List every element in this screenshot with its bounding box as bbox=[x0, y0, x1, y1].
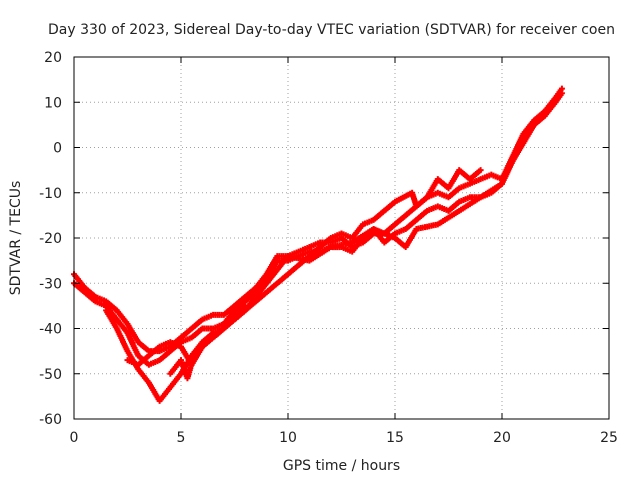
series-segment bbox=[136, 353, 151, 367]
x-axis-ticks: 0 5 10 15 20 25 bbox=[70, 57, 618, 446]
y-axis-label: SDTVAR / TECUs bbox=[8, 181, 24, 296]
series-track-5 bbox=[167, 302, 249, 382]
series-segment bbox=[543, 100, 558, 118]
series-segment bbox=[468, 168, 483, 181]
y-tick-label: 20 bbox=[44, 50, 62, 66]
series-segment bbox=[372, 226, 397, 241]
series-segment bbox=[114, 327, 130, 353]
series-segment bbox=[415, 221, 439, 232]
series-segment bbox=[168, 372, 183, 389]
series-segment bbox=[361, 231, 376, 245]
series-segment bbox=[158, 349, 172, 362]
series-segment bbox=[447, 186, 461, 199]
data-point bbox=[499, 180, 505, 187]
x-tick-label: 25 bbox=[600, 430, 618, 446]
series-segment bbox=[72, 272, 87, 290]
y-axis-ticks: -60 -50 -40 -30 -20 -10 0 10 20 bbox=[39, 50, 609, 428]
series-segment bbox=[393, 213, 408, 227]
series-segment bbox=[233, 304, 247, 317]
series-segment bbox=[125, 331, 141, 357]
x-axis-label: GPS time / hours bbox=[283, 458, 400, 474]
series-track-1 bbox=[71, 85, 565, 355]
chart-title: Day 330 of 2023, Sidereal Day-to-day VTE… bbox=[48, 22, 615, 38]
series-segment bbox=[414, 209, 429, 222]
series-segment bbox=[125, 322, 141, 344]
x-tick-label: 20 bbox=[493, 430, 511, 446]
series-segment bbox=[243, 286, 258, 299]
series-segment bbox=[403, 227, 419, 249]
series-segment bbox=[521, 123, 536, 145]
series-segment bbox=[136, 340, 151, 353]
y-tick-label: -10 bbox=[39, 186, 62, 202]
series-track-2 bbox=[71, 90, 565, 368]
y-tick-label: -30 bbox=[39, 276, 62, 292]
series-segment bbox=[83, 286, 97, 299]
series-segment bbox=[436, 209, 461, 227]
series-segment bbox=[404, 204, 418, 218]
series-segment bbox=[308, 245, 332, 263]
y-tick-label: 0 bbox=[53, 141, 62, 157]
series-segment bbox=[479, 181, 504, 200]
series-segment bbox=[404, 218, 418, 231]
series-segment bbox=[447, 200, 461, 213]
series-segment bbox=[222, 304, 236, 317]
data-point bbox=[242, 302, 249, 309]
series-segment bbox=[147, 344, 162, 358]
series-segment bbox=[532, 109, 547, 123]
series-segment bbox=[136, 367, 151, 385]
series-segment bbox=[192, 345, 204, 358]
series-segment bbox=[200, 331, 215, 344]
series-segment bbox=[190, 326, 204, 340]
series-segment bbox=[115, 318, 130, 335]
data-point bbox=[477, 167, 484, 174]
data-point bbox=[558, 90, 565, 97]
series-segment bbox=[104, 304, 119, 321]
series-segment bbox=[179, 326, 194, 340]
x-tick-label: 15 bbox=[386, 430, 404, 446]
series-segment bbox=[521, 119, 536, 136]
series-segment bbox=[264, 259, 280, 280]
series-segment bbox=[190, 317, 204, 331]
x-tick-label: 10 bbox=[279, 430, 297, 446]
series-segment bbox=[233, 299, 247, 313]
y-tick-label: -60 bbox=[39, 412, 62, 428]
series-segment bbox=[222, 313, 237, 330]
series-segment bbox=[351, 227, 375, 245]
series-segment bbox=[185, 354, 197, 380]
y-tick-label: -20 bbox=[39, 231, 62, 247]
series-segment bbox=[104, 299, 119, 313]
x-tick-label: 0 bbox=[70, 430, 79, 446]
series-segment bbox=[233, 295, 247, 308]
y-tick-label: 10 bbox=[44, 95, 62, 111]
series-segment bbox=[211, 326, 226, 340]
series-segment bbox=[200, 335, 215, 349]
series-segment bbox=[264, 254, 290, 285]
series-segment bbox=[104, 309, 119, 330]
series-segment bbox=[510, 141, 526, 163]
series-segment bbox=[414, 195, 429, 208]
x-tick-label: 5 bbox=[177, 430, 186, 446]
y-tick-label: -40 bbox=[39, 322, 62, 338]
series-segment bbox=[83, 290, 97, 304]
series-segment bbox=[72, 281, 87, 294]
series-segment bbox=[243, 290, 258, 304]
series-segment bbox=[157, 386, 172, 403]
series-segment bbox=[458, 195, 482, 213]
series-segment bbox=[350, 223, 365, 240]
series-layer bbox=[71, 85, 565, 404]
series-segment bbox=[553, 92, 564, 104]
series-segment bbox=[222, 309, 237, 326]
series-segment bbox=[372, 200, 397, 222]
y-tick-label: -50 bbox=[39, 367, 62, 383]
series-segment bbox=[532, 114, 547, 127]
series-segment bbox=[115, 309, 130, 326]
series-track-3 bbox=[103, 180, 505, 404]
